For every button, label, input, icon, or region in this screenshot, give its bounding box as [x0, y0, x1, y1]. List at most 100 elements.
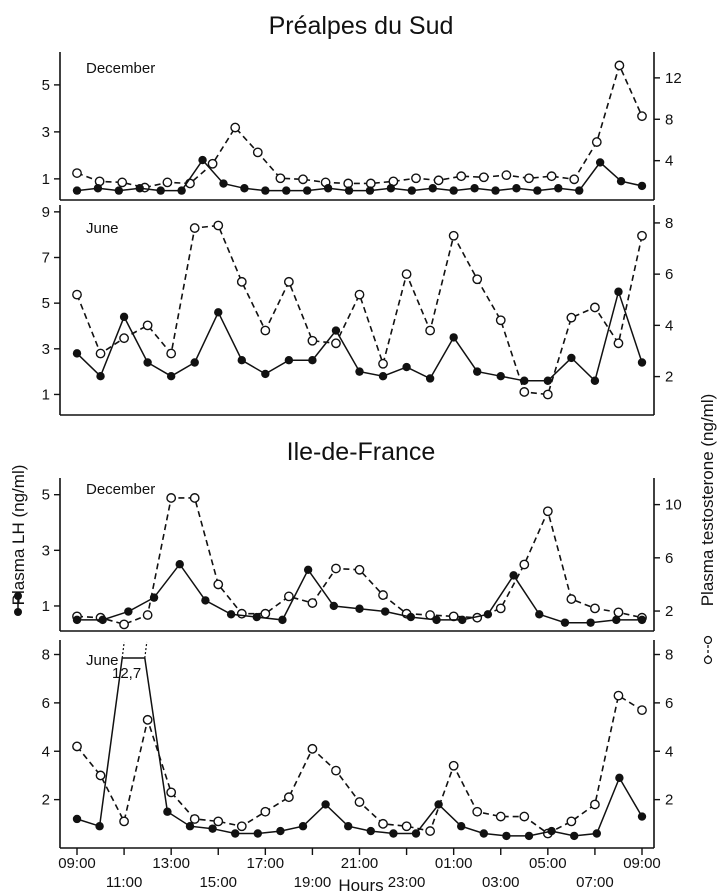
lh-point: [483, 610, 493, 619]
lh-point: [72, 186, 82, 195]
left-axis-title: Plasma LH (ng/ml): [9, 465, 28, 606]
testosterone-point: [472, 274, 483, 285]
testosterone-point: [637, 705, 647, 716]
testosterone-point: [119, 333, 129, 344]
lh-point: [386, 184, 396, 193]
left-tick-label: 3: [42, 124, 50, 141]
testosterone-point: [166, 787, 177, 798]
testosterone-point: [213, 816, 224, 827]
lh-point: [303, 565, 313, 574]
testosterone-point: [142, 320, 153, 331]
testosterone-point: [566, 816, 577, 827]
testosterone-point: [72, 289, 82, 300]
lh-point: [344, 186, 354, 195]
testosterone-point: [354, 797, 365, 807]
x-tick-label: 11:00: [106, 874, 142, 891]
left-tick-label: 3: [42, 341, 50, 358]
panel-frames: [59, 52, 655, 849]
testosterone-point: [591, 137, 602, 147]
panel-label-ile-june: June: [86, 652, 119, 669]
left-tick-label: 7: [42, 250, 50, 267]
testosterone-point: [117, 177, 128, 188]
lh-point: [219, 179, 228, 188]
testosterone-point: [95, 770, 106, 781]
x-tick-label: 05:00: [529, 855, 567, 872]
x-tick-label: 23:00: [388, 874, 426, 891]
panel-label-prealpes-december: December: [86, 60, 155, 77]
lh-point: [284, 356, 294, 365]
lh-offscale-marker: [121, 641, 125, 659]
lh-point: [570, 831, 579, 841]
lh-point: [502, 831, 511, 841]
data-series: [14, 60, 713, 841]
lh-point: [261, 186, 270, 195]
testosterone-point: [448, 760, 459, 771]
lh-point: [554, 184, 563, 193]
lh-point: [276, 826, 285, 836]
left-tick-label: 5: [42, 295, 50, 312]
lh-point: [479, 829, 488, 838]
lh-point: [470, 184, 479, 193]
lh-point: [567, 353, 576, 363]
lh-point: [547, 826, 556, 836]
testosterone-point: [213, 579, 224, 590]
testosterone-point: [331, 563, 341, 574]
testosterone-point: [590, 302, 600, 313]
testosterone-point: [354, 564, 365, 575]
left-tick-label: 8: [42, 647, 50, 664]
testosterone-point: [546, 171, 557, 182]
right-tick-label: 2: [665, 603, 673, 620]
testosterone-point: [590, 603, 600, 614]
testosterone-point: [95, 348, 106, 359]
right-tick-label: 4: [665, 317, 673, 334]
lh-point: [96, 371, 105, 381]
testosterone-point: [343, 178, 354, 189]
lh-point: [389, 829, 398, 838]
lh-point: [380, 607, 390, 616]
panel-label-prealpes-june: June: [86, 220, 119, 237]
lh-point: [560, 618, 570, 627]
x-tick-label: 07:00: [576, 874, 614, 891]
testosterone-point: [401, 269, 412, 280]
lh-point: [535, 610, 544, 619]
testosterone-point: [365, 178, 376, 189]
testosterone-point: [142, 714, 153, 725]
testosterone-point: [119, 816, 129, 827]
lh-point: [344, 822, 353, 831]
testosterone-point: [72, 168, 82, 178]
lh-point: [637, 181, 647, 191]
x-axis-title: Hours: [338, 876, 383, 895]
testosterone-point: [401, 821, 412, 832]
testosterone-point: [411, 173, 421, 184]
lh-point: [595, 158, 605, 167]
left-tick-label: 6: [42, 695, 50, 712]
testosterone-point: [566, 312, 577, 323]
testosterone-point: [590, 799, 600, 810]
lh-legend-glyph: [14, 592, 22, 616]
lh-point: [72, 814, 82, 824]
testosterone-point: [501, 170, 512, 181]
testosterone-point: [566, 594, 577, 604]
lh-point: [449, 333, 458, 342]
right-tick-label: 8: [665, 647, 673, 664]
left-tick-label: 5: [42, 77, 50, 94]
lh-point: [543, 376, 553, 385]
testosterone-point: [283, 276, 294, 287]
right-tick-label: 8: [665, 111, 673, 128]
testosterone-point: [260, 806, 271, 817]
lh-point: [208, 824, 217, 833]
left-tick-label: 9: [42, 204, 50, 221]
lh-point: [190, 358, 199, 367]
testosterone-point: [189, 814, 200, 824]
testosterone-point: [283, 792, 294, 803]
lh-point: [509, 571, 518, 580]
testosterone-point: [236, 608, 247, 619]
lh-point: [185, 822, 195, 831]
lh-point: [586, 618, 595, 627]
testosterone-point: [307, 743, 318, 754]
x-tick-label: 13:00: [152, 855, 190, 872]
testosterone-point: [331, 338, 341, 349]
left-tick-label: 4: [42, 743, 50, 760]
right-tick-label: 2: [665, 792, 673, 809]
lh-point: [428, 184, 437, 193]
